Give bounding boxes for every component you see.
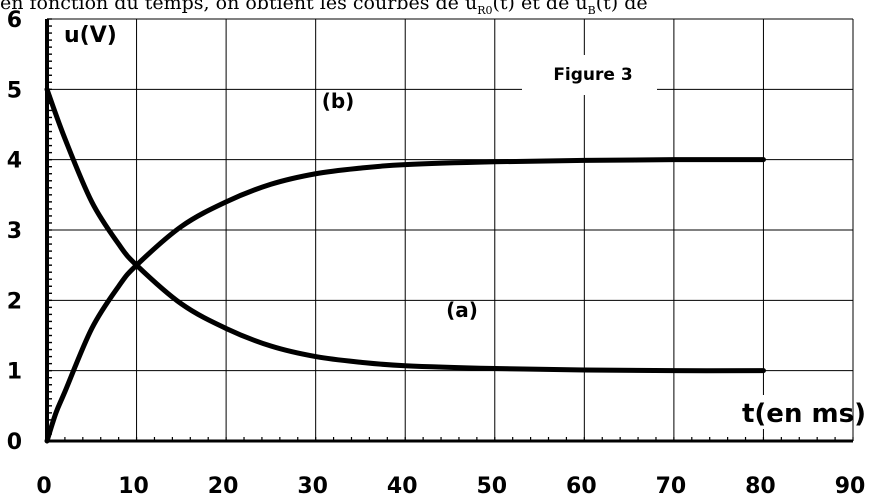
y-tick-label: 1 [7,360,22,385]
x-tick-label: 90 [835,474,866,499]
y-tick-label: 2 [7,289,22,314]
header-sub-b: B [587,3,596,17]
x-tick-label: 50 [476,474,507,499]
series-line-a [44,86,766,374]
series-layer [44,86,766,444]
y-tick-label: 4 [7,149,22,174]
x-tick-label: 60 [566,474,597,499]
grid [47,18,854,441]
x-axis-label-bg [738,395,850,429]
x-tick-label: 0 [36,474,51,499]
header-suffix: (t) de [595,0,648,14]
axes [45,18,854,443]
x-tick-label: 70 [656,474,687,499]
x-tick-label: 80 [745,474,776,499]
labels: u(V) t(en ms) Figure 3 (a) (b) [64,23,866,429]
x-tick-label: 20 [208,474,239,499]
y-tick-label: 5 [7,78,22,103]
y-tick-label: 3 [7,219,22,244]
x-tick-label: 40 [387,474,418,499]
title-bg [522,55,657,95]
x-tick-label: 30 [297,474,328,499]
chart-title: Figure 3 [553,65,632,85]
header-text: en fonction du temps, on obtient les cou… [0,0,887,18]
curve-label-a: (a) [446,298,478,322]
series-line-b [44,157,766,444]
x-tick-label: 10 [118,474,149,499]
curve-label-b: (b) [322,89,355,113]
header-sub-r0: R0 [477,3,493,17]
y-axis-label: u(V) [64,23,117,48]
y-tick-label: 6 [7,8,22,33]
header-prefix: en fonction du temps, on obtient les cou… [0,0,478,14]
x-axis-label: t(en ms) [742,399,866,429]
header-mid: (t) et de u [492,0,588,14]
y-tick-label: 0 [7,430,22,455]
